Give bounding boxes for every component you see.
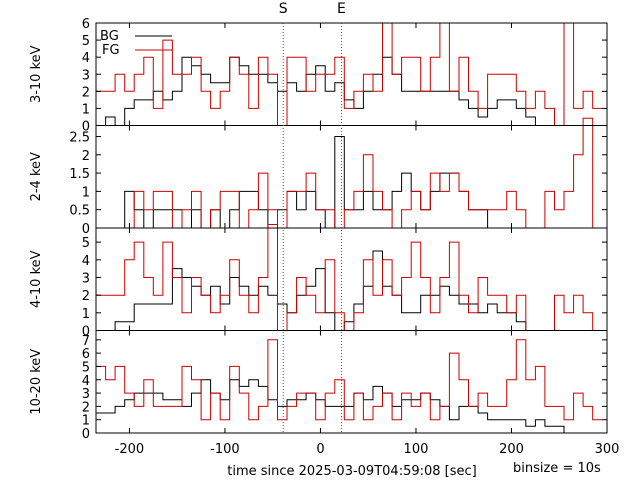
series-fg-panel-2 (96, 117, 603, 229)
legend-label-fg: FG (102, 43, 120, 58)
y-axis-title-panel-1: 3-10 keV (29, 45, 44, 103)
y-tick-label: 1 (82, 307, 90, 322)
series-bg-panel-4 (96, 379, 603, 434)
y-tick-label: 3 (82, 387, 90, 402)
y-tick-label: 5 (82, 360, 90, 375)
y-tick-label: 2 (82, 400, 90, 415)
series-fg-panel-3 (96, 224, 603, 331)
y-axis-title-panel-2: 2-4 keV (29, 152, 44, 201)
legend: BG FG (100, 29, 172, 58)
y-axis-title-panel-3: 4-10 keV (29, 250, 44, 308)
y-tick-label: 4 (82, 51, 90, 66)
marker-label-e: E (337, 1, 346, 17)
y-tick-label: 5 (82, 236, 90, 251)
y-tick-label: 6 (82, 17, 90, 32)
binsize-note: binsize = 10s (513, 461, 601, 476)
x-tick-label: 100 (404, 442, 429, 457)
legend-label-bg: BG (100, 29, 119, 44)
y-tick-label: 4 (82, 374, 90, 389)
x-tick-label: 200 (499, 442, 524, 457)
y-tick-label: 1 (82, 414, 90, 429)
series-fg-panel-1 (96, 22, 603, 126)
x-tick-label: -100 (210, 442, 240, 457)
x-tick-label: -200 (115, 442, 145, 457)
y-tick-label: 1.5 (69, 167, 90, 182)
panel-frame (95, 330, 608, 434)
y-tick-label: 0 (82, 120, 90, 135)
y-tick-label: 2 (82, 289, 90, 304)
y-tick-label: 3 (82, 271, 90, 286)
y-tick-label: 2 (82, 149, 90, 164)
x-tick-label: 0 (316, 442, 324, 457)
y-tick-label: 0 (82, 222, 90, 237)
y-tick-label: 4 (82, 254, 90, 269)
x-tick-label: 300 (595, 442, 620, 457)
series-fg-panel-4 (96, 339, 603, 421)
x-axis-title: time since 2025-03-09T04:59:08 [sec] (227, 464, 476, 479)
panel-1: 0 1 2 3 4 5 6 3-10 keV (29, 17, 608, 135)
y-tick-label: 5 (82, 34, 90, 49)
y-tick-label: 0 (82, 427, 90, 442)
y-tick-label: 7 (82, 334, 90, 349)
y-tick-label: 0 (82, 325, 90, 340)
panel-3: 0 1 2 3 4 5 4-10 keV (29, 224, 608, 340)
y-tick-label: 6 (82, 347, 90, 362)
x-axis: -200 -100 0 100 200 300 (115, 442, 620, 457)
y-tick-label: 3 (82, 68, 90, 83)
y-tick-label: 1 (82, 185, 90, 200)
y-axis-title-panel-4: 10-20 keV (29, 349, 44, 415)
chart-frame (95, 22, 608, 434)
y-tick-label: 2.5 (69, 130, 90, 145)
panel-2: 0 0.5 1 1.5 2 2.5 2-4 keV (29, 117, 608, 237)
marker-label-s: S (279, 1, 288, 17)
y-tick-label: 0.5 (69, 204, 90, 219)
y-tick-label: 1 (82, 102, 90, 117)
series-bg-panel-1 (96, 56, 603, 126)
y-tick-label: 2 (82, 85, 90, 100)
